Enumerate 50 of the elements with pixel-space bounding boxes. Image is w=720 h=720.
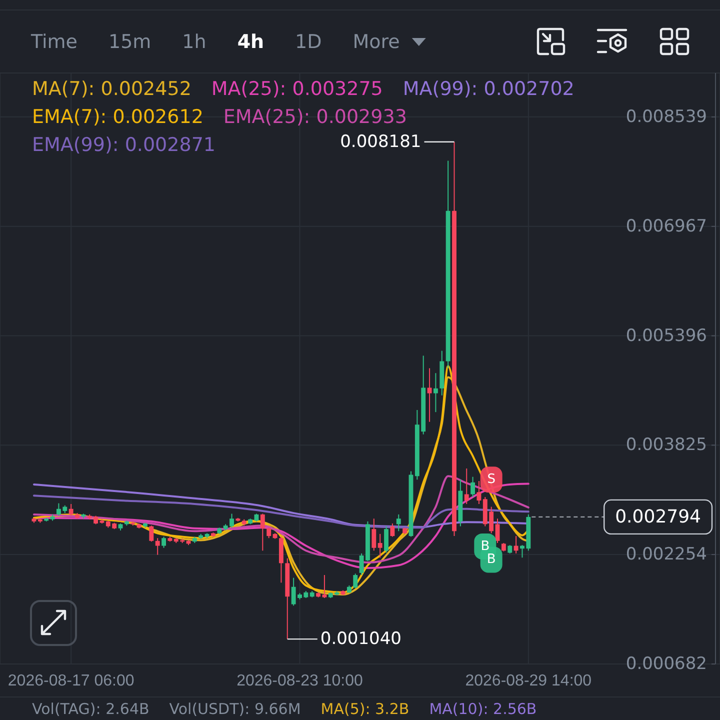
text: Time <box>30 31 78 53</box>
candlestick <box>433 372 438 413</box>
annotation: 0.008181 <box>340 132 422 152</box>
candlestick <box>149 525 154 542</box>
text: Vol(TAG): 2.64B <box>32 700 150 718</box>
y-tick-label: 0.006967 <box>626 216 707 236</box>
line-series <box>32 494 530 529</box>
candlestick <box>384 526 388 554</box>
y-tick-label: 0.008539 <box>626 106 707 127</box>
candlestick <box>470 476 476 498</box>
candlestick <box>390 522 395 538</box>
text: MA(10): 2.56B <box>429 700 537 718</box>
x-tick-label: 2026-08-29 14:00 <box>465 672 592 690</box>
text: MA(99): 0.002702 <box>402 78 574 100</box>
candlestick <box>155 538 160 556</box>
text: MA(7): 0.002452 <box>32 78 192 100</box>
candlestick <box>378 533 382 558</box>
text: 4h <box>237 31 264 53</box>
ref-line-label: 0.002794 <box>615 506 701 528</box>
text: EMA(25): 0.002933 <box>223 106 407 128</box>
text: MA(5): 3.2B <box>320 700 410 718</box>
candlestick <box>372 518 376 552</box>
text: 1h <box>182 31 206 53</box>
candlestick <box>464 468 469 504</box>
text: EMA(99): 0.002871 <box>32 134 216 156</box>
x-tick-label: 2026-08-17 06:00 <box>8 672 134 690</box>
candlestick <box>266 527 272 539</box>
candlestick <box>514 536 518 554</box>
candlestick <box>68 503 74 516</box>
candlestick <box>260 513 265 552</box>
candlestick <box>495 518 500 544</box>
y-tick-label: 0.005396 <box>626 326 707 346</box>
text: 15m <box>108 31 152 53</box>
annotation: S <box>487 472 496 488</box>
text: MA(25): 0.003275 <box>211 78 383 100</box>
text: EMA(7): 0.002612 <box>32 106 204 128</box>
candlestick <box>427 368 432 422</box>
text: 1D <box>295 31 322 53</box>
annotation: 0.001040 <box>320 629 402 650</box>
text: Vol(USDT): 9.66M <box>169 700 301 718</box>
text: More <box>352 31 400 53</box>
candlestick <box>396 514 401 532</box>
y-tick-label: 0.000682 <box>626 654 707 674</box>
annotation: B <box>480 538 490 554</box>
candlestick <box>162 536 166 548</box>
y-tick-label: 0.003825 <box>626 435 707 456</box>
annotation: B <box>486 552 496 568</box>
x-tick-label: 2026-08-23 10:00 <box>236 672 364 690</box>
y-tick-label: 0.002254 <box>626 544 707 565</box>
candlestick <box>476 480 482 504</box>
